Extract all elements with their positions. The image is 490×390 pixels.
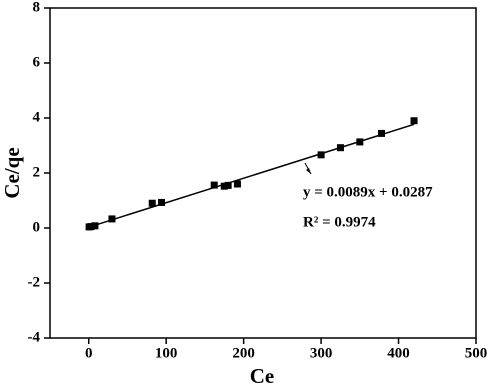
y-tick-label: 2 [33, 164, 41, 180]
y-tick-label: 8 [33, 0, 41, 15]
point [220, 182, 228, 190]
r-squared: R² = 0.9974 [303, 214, 376, 230]
y-tick-label: 0 [33, 219, 41, 235]
point [210, 181, 218, 189]
point [410, 117, 418, 125]
y-tick-label: -2 [28, 274, 41, 290]
plot-frame [49, 7, 477, 339]
x-tick-label: 0 [85, 345, 93, 361]
point [224, 181, 232, 189]
y-tick-label: 4 [33, 109, 41, 125]
point [108, 215, 116, 223]
y-axis-label: Ce/qe [0, 147, 24, 198]
x-axis-label: Ce [250, 364, 275, 388]
x-tick-label: 400 [387, 345, 410, 361]
point [317, 151, 325, 159]
arrow-head [306, 168, 311, 174]
point [356, 138, 364, 146]
point [148, 199, 156, 207]
point [158, 198, 166, 206]
point [87, 223, 95, 231]
point [233, 180, 241, 188]
x-tick-label: 200 [232, 345, 255, 361]
point [91, 222, 99, 230]
y-tick-label: -4 [28, 329, 41, 345]
x-tick-label: 300 [310, 345, 333, 361]
x-tick-label: 500 [465, 345, 488, 361]
y-tick-label: 6 [33, 54, 41, 70]
fit-line [88, 123, 415, 228]
x-tick-label: 100 [155, 345, 178, 361]
point [336, 144, 344, 152]
point [378, 129, 386, 137]
equation: y = 0.0089x + 0.0287 [303, 184, 433, 200]
